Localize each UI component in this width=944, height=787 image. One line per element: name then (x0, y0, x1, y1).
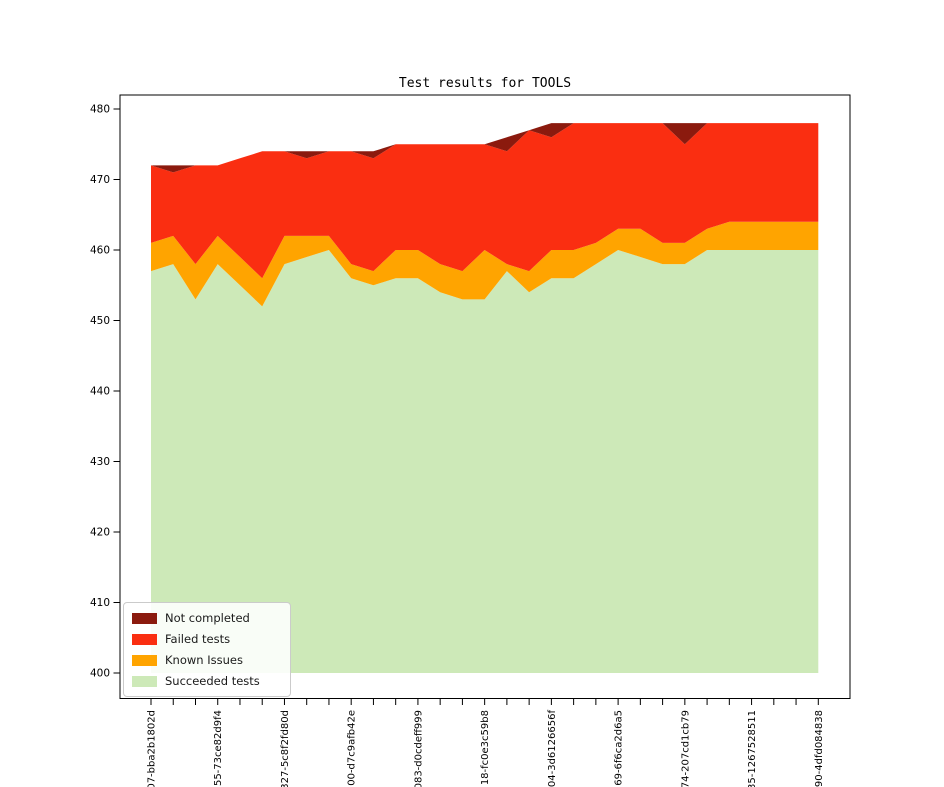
legend-label-failed-tests: Failed tests (165, 632, 231, 646)
y-tick-label: 440 (90, 386, 110, 398)
y-tick-label: 460 (90, 245, 110, 257)
legend-swatch-succeeded-tests-icon (132, 675, 157, 687)
x-tick-label: 69-6f6ca2d6a5 (614, 710, 625, 786)
series-area-succeeded-tests (151, 250, 819, 673)
y-tick-label: 450 (90, 315, 110, 327)
x-tick-label: 55-73ce82d9f4 (213, 710, 224, 786)
legend-label-known-issues: Known Issues (165, 653, 243, 667)
legend-item-known-issues: Known Issues (132, 652, 280, 668)
legend: Not completed Failed tests Known Issues … (123, 602, 291, 697)
y-tick-label: 420 (90, 527, 110, 539)
x-tick-label: 18-fc0e3c59b8 (480, 710, 491, 785)
x-axis-ticks (150, 698, 819, 705)
legend-item-not-completed: Not completed (132, 610, 280, 626)
x-tick-label: 04-3d6126656f (547, 710, 558, 787)
legend-swatch-failed-tests-icon (132, 633, 157, 645)
chart-title: Test results for TOOLS (398, 76, 572, 91)
y-tick-label: 470 (90, 174, 110, 186)
series-areas (151, 123, 819, 673)
x-axis-labels: 07-bba2b1802d 55-73ce82d9f4 327-5c8f2fd80d… (147, 710, 825, 787)
series-area-failed-tests (151, 123, 819, 279)
x-tick-label: 74-207cd1cb79 (680, 710, 691, 787)
y-axis-ticks: 400 410 420 430 440 450 460 470 480 (90, 104, 120, 680)
series-area-known-issues (151, 221, 819, 307)
y-tick-label: 430 (90, 456, 110, 468)
y-tick-label: 410 (90, 597, 110, 609)
y-tick-label: 480 (90, 104, 110, 116)
y-tick-label: 400 (90, 668, 110, 680)
legend-item-succeeded-tests: Succeeded tests (132, 673, 280, 689)
x-tick-label: 083-d0cdeff999 (413, 710, 424, 787)
legend-item-failed-tests: Failed tests (132, 631, 280, 647)
legend-label-not-completed: Not completed (165, 611, 250, 625)
x-tick-label: 00-d7c9afb42e (347, 710, 358, 786)
legend-swatch-known-issues-icon (132, 654, 157, 666)
x-tick-label: 327-5c8f2fd80d (280, 710, 291, 787)
legend-label-succeeded-tests: Succeeded tests (165, 674, 260, 688)
x-tick-label: 07-bba2b1802d (147, 710, 158, 787)
legend-swatch-not-completed-icon (132, 612, 157, 624)
x-tick-label: 90-4dfd084838 (814, 710, 825, 787)
x-tick-label: 35-1267528511 (747, 710, 758, 787)
